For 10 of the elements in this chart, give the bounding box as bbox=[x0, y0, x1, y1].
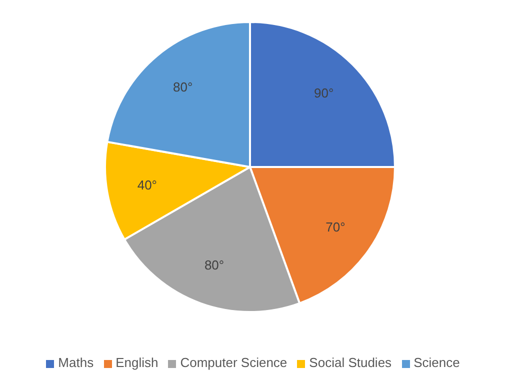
data-label: 80° bbox=[204, 258, 224, 273]
data-label: 80° bbox=[173, 80, 193, 95]
data-label: 40° bbox=[137, 178, 158, 193]
data-label: 70° bbox=[326, 219, 346, 234]
data-label: 90° bbox=[314, 86, 334, 101]
legend-label: Social Studies bbox=[309, 355, 392, 370]
legend-label: English bbox=[116, 355, 158, 370]
legend-label: Science bbox=[414, 355, 460, 370]
legend-label: Computer Science bbox=[180, 355, 288, 370]
legend-label: Maths bbox=[58, 355, 94, 370]
